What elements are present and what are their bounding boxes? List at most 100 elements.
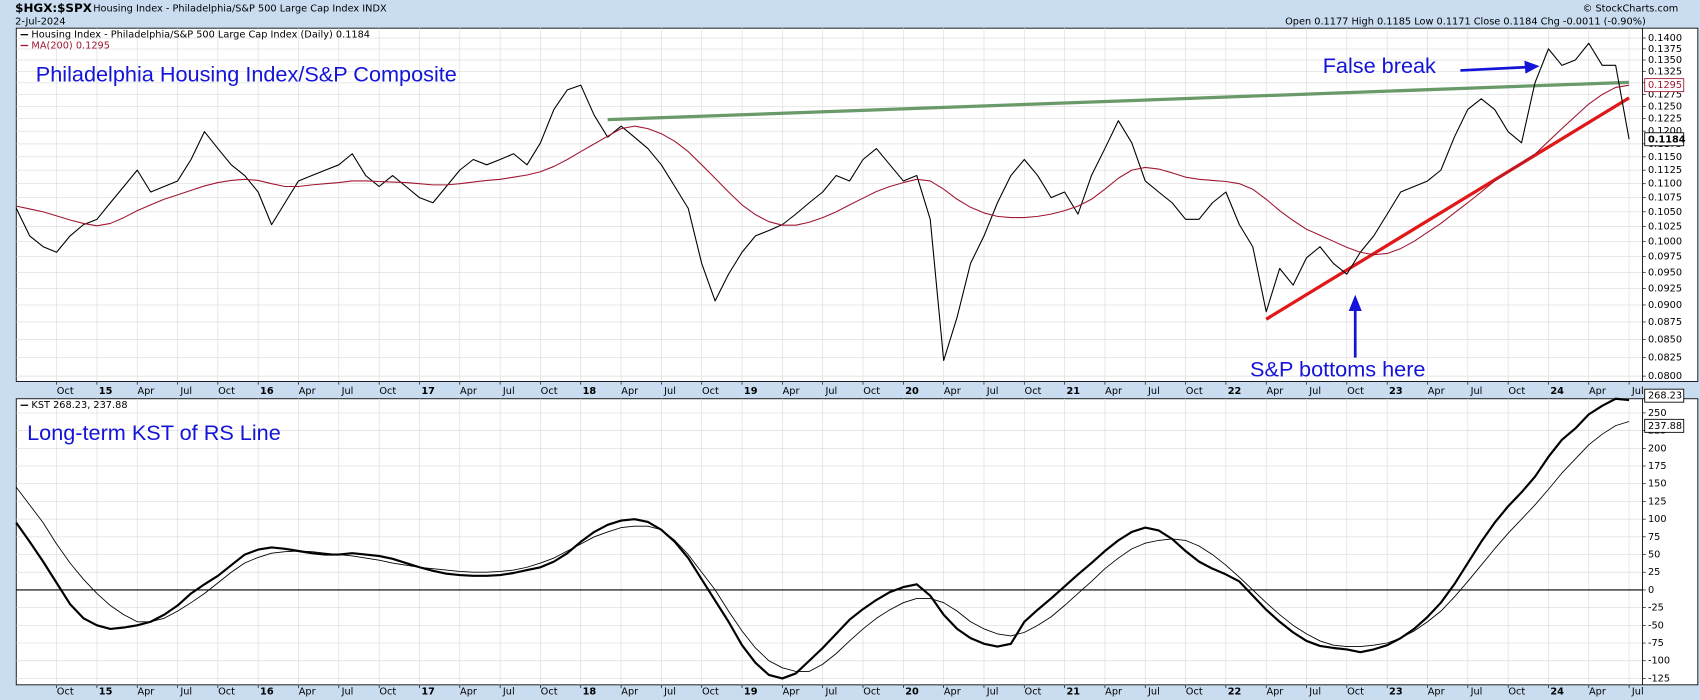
x-tick-label: 23 [1389,386,1403,397]
x-tick-label: Apr [137,686,155,697]
chart-title: Long-term KST of RS Line [27,420,281,445]
y-tick-label: -50 [1648,620,1664,631]
x-tick-label: Jul [824,386,837,397]
x-tick-label: 20 [905,386,919,397]
x-tick-label: Jul [1308,686,1321,697]
copyright: © StockCharts.com [1583,4,1679,15]
x-tick-label: 19 [744,686,758,697]
series-line [15,397,1630,680]
y-tick-label: -75 [1648,638,1664,649]
y-tick-label: -100 [1648,656,1670,667]
annotation: False break [1323,53,1436,78]
y-tick-label: 0.1375 [1648,44,1682,55]
y-tick-label: 0 [1648,585,1654,596]
x-tick-label: Oct [379,386,396,397]
x-tick-label: 17 [421,686,435,697]
x-tick-label: 16 [260,686,274,697]
annotation-arrowhead [1348,294,1362,311]
x-tick-label: Apr [1105,686,1123,697]
x-tick-label: Apr [944,386,962,397]
y-tick-label: 0.1000 [1648,236,1682,247]
last-value-box [1644,78,1685,93]
x-tick-label: Jul [1631,386,1644,397]
x-tick-label: Jul [663,686,676,697]
x-tick-label: Apr [299,686,317,697]
x-tick-label: 17 [421,386,435,397]
x-tick-label: 21 [1066,386,1080,397]
y-tick-label: 0.1275 [1648,90,1682,101]
y-tick-label: 125 [1648,496,1667,507]
y-tick-label: 100 [1648,514,1667,525]
annotation: S&P bottoms here [1250,356,1425,381]
x-tick-label: Jul [1147,386,1160,397]
chart-title: Philadelphia Housing Index/S&P Composite [36,62,457,87]
x-tick-label: Apr [299,386,317,397]
x-tick-label: Jul [824,686,837,697]
y-tick-label: 0.0825 [1648,353,1682,364]
x-tick-label: Oct [57,686,74,697]
x-tick-label: Apr [783,386,801,397]
x-tick-label: 22 [1228,386,1242,397]
y-tick-label: 0.1050 [1648,207,1682,218]
x-tick-label: Oct [1025,686,1042,697]
x-tick-label: 15 [99,686,113,697]
x-tick-label: Oct [702,686,719,697]
x-tick-label: Jul [502,686,515,697]
y-tick-label: 25 [1648,567,1660,578]
x-tick-label: Jul [1147,686,1160,697]
x-tick-label: Oct [863,386,880,397]
x-tick-label: Apr [1589,686,1607,697]
x-tick-label: Oct [1186,386,1203,397]
last-value-label: 268.23 [1648,391,1682,402]
y-tick-label: 0.1350 [1648,55,1682,66]
x-tick-label: 19 [744,386,758,397]
x-tick-label: Oct [1186,686,1203,697]
x-tick-label: 15 [99,386,113,397]
y-tick-label: 200 [1648,443,1667,454]
x-tick-label: Apr [621,386,639,397]
quote: Open 0.1177 High 0.1185 Low 0.1171 Close… [1285,17,1646,28]
x-tick-label: Oct [863,686,880,697]
x-tick-label: Oct [1025,386,1042,397]
x-tick-label: 23 [1389,686,1403,697]
x-tick-label: Jul [179,386,192,397]
x-tick-label: Oct [702,386,719,397]
x-tick-label: Jul [1631,686,1644,697]
last-value-label: 0.1184 [1648,134,1686,145]
y-tick-label: -125 [1648,673,1670,684]
y-tick-label: 0.1200 [1648,126,1682,137]
x-tick-label: Apr [460,686,478,697]
x-tick-label: Oct [379,686,396,697]
y-tick-label: 0.0850 [1648,334,1682,345]
x-tick-label: Apr [1266,386,1284,397]
y-tick-label: 0.0975 [1648,252,1682,263]
x-tick-label: Apr [1428,386,1446,397]
x-tick-label: 21 [1066,686,1080,697]
y-tick-label: 0.1225 [1648,114,1682,125]
series-line [16,84,1630,256]
x-tick-label: Apr [783,686,801,697]
trend-line [1265,96,1630,321]
symbol-name: Housing Index - Philadelphia/S&P 500 Lar… [93,4,387,15]
x-tick-label: Apr [1105,386,1123,397]
y-tick-label: 0.1075 [1648,193,1682,204]
x-tick-label: Apr [1266,686,1284,697]
x-tick-label: Jul [1470,386,1483,397]
last-value-label: 0.1295 [1648,80,1682,91]
last-value-box [1644,388,1685,403]
y-tick-label: 0.1100 [1648,179,1682,190]
date: 2-Jul-2024 [15,17,65,28]
y-tick-label: -25 [1648,603,1664,614]
x-tick-label: Oct [218,386,235,397]
x-tick-label: Jul [502,386,515,397]
y-tick-label: 175 [1648,461,1667,472]
y-tick-label: 0.1250 [1648,101,1682,112]
x-tick-label: Apr [137,386,155,397]
x-tick-label: Apr [621,686,639,697]
x-tick-label: Oct [218,686,235,697]
annotation-arrow [1460,65,1527,72]
x-tick-label: Jul [1308,386,1321,397]
x-tick-label: 24 [1550,386,1564,397]
x-tick-label: Jul [986,686,999,697]
